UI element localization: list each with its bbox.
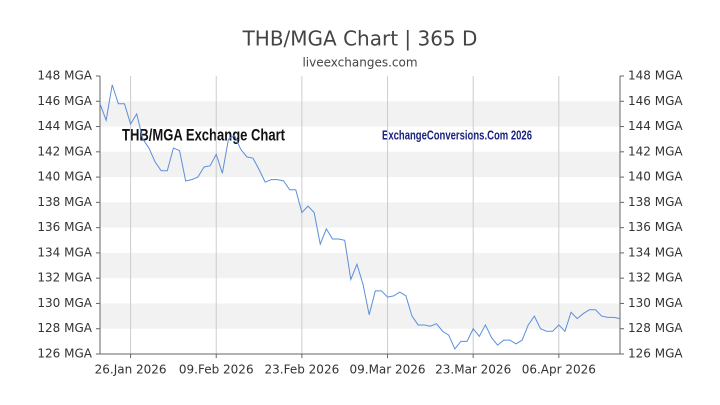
y-tick-label: 126 MGA <box>37 347 92 361</box>
grid-band <box>100 151 620 178</box>
y-tick-label-right: 140 MGA <box>628 170 683 184</box>
y-tick-label-right: 144 MGA <box>628 119 683 133</box>
line-series <box>99 84 621 350</box>
y-tick-label: 148 MGA <box>37 69 92 83</box>
y-tick-label-right: 134 MGA <box>628 245 683 259</box>
chart-title: THB/MGA Chart | 365 D <box>242 27 478 51</box>
y-tick-label: 146 MGA <box>37 94 92 108</box>
y-tick-label: 144 MGA <box>37 119 92 133</box>
y-tick-label-right: 142 MGA <box>628 144 683 158</box>
watermark: THB/MGA Exchange Chart <box>122 125 285 144</box>
x-tick-label: 23.Mar 2026 <box>435 363 511 377</box>
y-tick-label-right: 132 MGA <box>628 271 683 285</box>
x-tick-label: 09.Feb 2026 <box>179 363 254 377</box>
y-tick-label: 130 MGA <box>37 296 92 310</box>
y-tick-label-right: 128 MGA <box>628 321 683 335</box>
chart-subtitle: liveexchanges.com <box>302 56 417 70</box>
y-tick-label: 140 MGA <box>37 170 92 184</box>
y-tick-label-right: 136 MGA <box>628 220 683 234</box>
y-tick-label: 134 MGA <box>37 245 92 259</box>
grid-band <box>100 202 620 228</box>
grid-band <box>100 303 620 329</box>
y-tick-label: 132 MGA <box>37 271 92 285</box>
y-tick-label-right: 126 MGA <box>628 347 683 361</box>
y-tick-label: 136 MGA <box>37 220 92 234</box>
y-tick-label-right: 148 MGA <box>628 69 683 83</box>
y-tick-label-right: 138 MGA <box>628 195 683 209</box>
y-tick-label: 128 MGA <box>37 321 92 335</box>
y-tick-label: 142 MGA <box>37 144 92 158</box>
x-tick-label: 09.Mar 2026 <box>349 363 425 377</box>
watermark: ExchangeConversions.Com 2026 <box>382 127 532 142</box>
y-tick-label-right: 130 MGA <box>628 296 683 310</box>
grid-band <box>100 101 620 127</box>
x-tick-label: 06.Apr 2026 <box>522 363 596 377</box>
y-tick-label-right: 146 MGA <box>628 94 683 108</box>
x-tick-label: 26.Jan 2026 <box>95 363 167 377</box>
x-tick-label: 23.Feb 2026 <box>265 363 340 377</box>
y-tick-label: 138 MGA <box>37 195 92 209</box>
